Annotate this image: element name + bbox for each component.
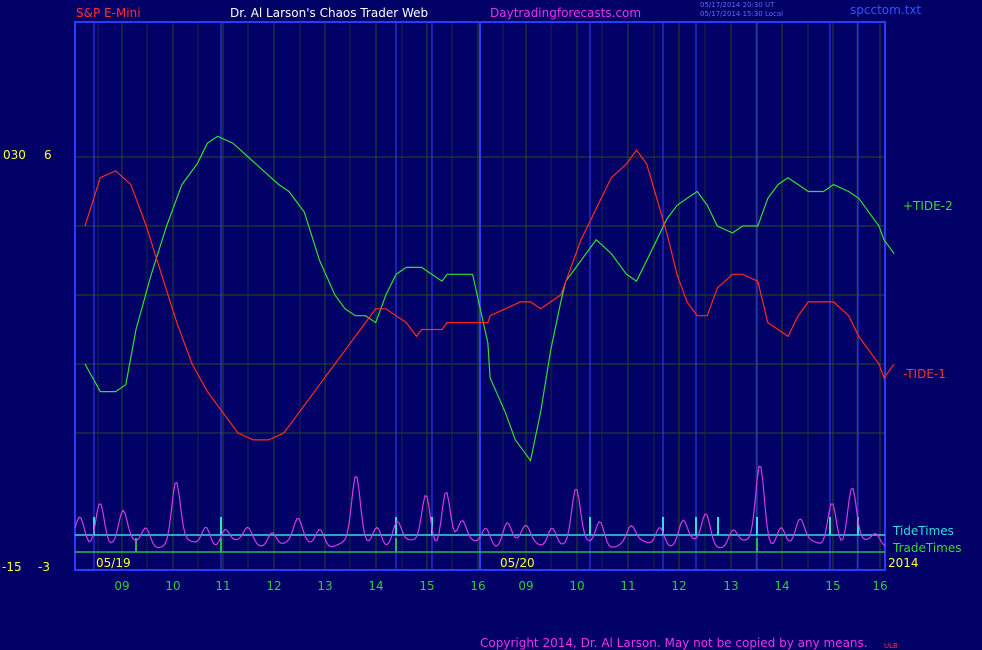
x-tick-label: 14 xyxy=(774,579,789,593)
x-tick-label: 12 xyxy=(266,579,281,593)
x-tick-label: 16 xyxy=(470,579,485,593)
data-file-label: spcctom.txt xyxy=(850,3,921,17)
symbol-label: S&P E-Mini xyxy=(76,6,141,20)
x-tick-label: 09 xyxy=(518,579,533,593)
trade-times-label: TradeTimes xyxy=(892,541,961,555)
series-label-minus-tide-1: -TIDE-1 xyxy=(903,367,946,381)
copyright-notice: Copyright 2014, Dr. Al Larson. May not b… xyxy=(480,636,868,650)
date-label-0520: 05/20 xyxy=(500,556,535,570)
magenta-oscillator xyxy=(74,465,886,549)
series-minus-tide-1 xyxy=(84,149,895,441)
x-tick-label: 16 xyxy=(872,579,887,593)
x-tick-label: 10 xyxy=(569,579,584,593)
timestamp-local: 05/17/2014 15:30 Local xyxy=(700,10,783,18)
x-tick-label: 10 xyxy=(165,579,180,593)
x-tick-label: 13 xyxy=(723,579,738,593)
left-scale-bottom-a: -15 xyxy=(2,560,22,574)
x-tick-label: 11 xyxy=(620,579,635,593)
blue-markers xyxy=(93,22,859,570)
left-scale-bottom-b: -3 xyxy=(38,560,50,574)
series-label-plus-tide-2: +TIDE-2 xyxy=(903,199,953,213)
series-plus-tide-2 xyxy=(84,135,895,463)
x-tick-label: 11 xyxy=(215,579,230,593)
x-tick-label: 15 xyxy=(825,579,840,593)
x-tick-label: 15 xyxy=(419,579,434,593)
corner-mark: ULB xyxy=(884,642,898,650)
x-tick-label: 13 xyxy=(317,579,332,593)
chart-title: Dr. Al Larson's Chaos Trader Web xyxy=(230,6,428,20)
time-grid-lines xyxy=(97,22,881,570)
site-link[interactable]: Daytradingforecasts.com xyxy=(490,6,641,20)
timestamp-ut: 05/17/2014 20:30 UT xyxy=(700,1,775,9)
left-scale-top-b: 6 xyxy=(44,148,52,162)
year-label: 2014 xyxy=(888,556,919,570)
x-axis-tick-labels: 09 10 11 12 13 14 15 16 09 10 11 12 13 14 15 16 xyxy=(114,579,887,593)
x-tick-label: 09 xyxy=(114,579,129,593)
tide-times-label: TideTimes xyxy=(892,524,954,538)
x-tick-label: 14 xyxy=(368,579,383,593)
x-tick-label: 12 xyxy=(671,579,686,593)
left-scale-top-a: 030 xyxy=(3,148,26,162)
date-label-0519: 05/19 xyxy=(96,556,131,570)
